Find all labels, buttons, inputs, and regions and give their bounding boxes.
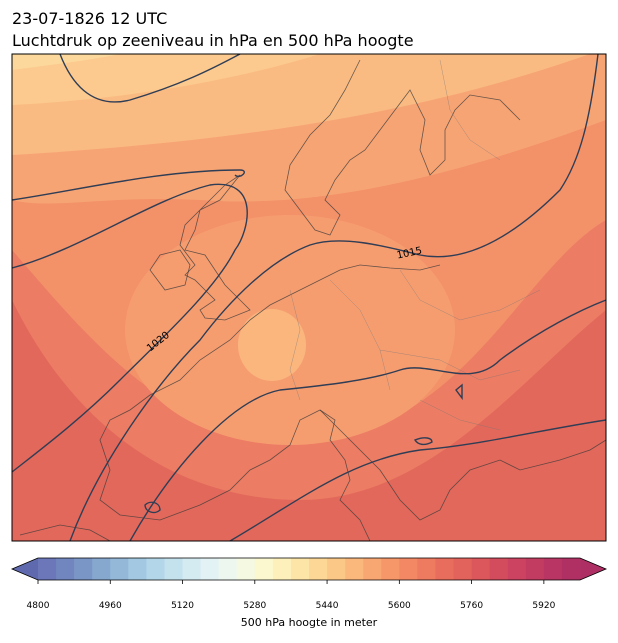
colorbar-segment <box>74 558 93 580</box>
colorbar-segment <box>507 558 527 580</box>
isobar <box>129 299 606 541</box>
colorbar-segment <box>164 558 184 580</box>
colorbar-tick-label: 4800 <box>27 601 50 611</box>
contour-label: 1015 <box>396 246 423 262</box>
subtitle: Luchtdruk op zeeniveau in hPa en 500 hPa… <box>12 31 414 50</box>
colorbar-segment <box>218 558 238 580</box>
colorbar-segment <box>110 558 129 580</box>
isobar <box>12 183 248 473</box>
border <box>289 59 541 431</box>
colorbar-tick-label: 5120 <box>171 601 194 611</box>
colorbar-segment <box>254 558 274 580</box>
colorbar-segment <box>363 558 382 580</box>
colorbar-tick-label: 5280 <box>243 601 266 611</box>
isobar <box>413 437 433 446</box>
map: 1015 1020 <box>12 54 606 541</box>
colorbar-segment <box>471 558 491 580</box>
colorbar-tick-label: 5600 <box>388 601 411 611</box>
colorbar-segment <box>417 558 436 580</box>
coastline <box>284 59 521 236</box>
map-frame <box>11 53 607 542</box>
coastline <box>249 264 441 321</box>
colorbar-segment <box>345 558 364 580</box>
isobar <box>12 169 245 201</box>
colorbar-segment <box>128 558 147 580</box>
height-band <box>238 309 306 381</box>
colorbar-segment <box>182 558 202 580</box>
coastline <box>319 409 371 541</box>
colorbar-extend-high <box>580 558 606 580</box>
coastline <box>179 174 251 321</box>
colorbar-segment <box>453 558 473 580</box>
height-band <box>12 54 120 70</box>
colorbar-tick-label: 4960 <box>99 601 122 611</box>
colorbar-segment <box>92 558 111 580</box>
colorbar-segment <box>561 558 581 580</box>
colorbar-segment <box>327 558 346 580</box>
colorbar-segment <box>146 558 165 580</box>
coastline <box>149 249 191 291</box>
isobar <box>455 383 463 401</box>
colorbar-segment <box>200 558 220 580</box>
colorbar-tick-label: 5440 <box>316 601 339 611</box>
isobar <box>229 419 606 541</box>
colorbar-segment <box>38 558 57 580</box>
colorbar-segment <box>56 558 75 580</box>
colorbar-segment <box>399 558 418 580</box>
isobar <box>69 54 599 541</box>
colorbar-segment <box>525 558 545 580</box>
colorbar-frame <box>10 557 608 581</box>
isobar <box>144 501 161 514</box>
colorbar-segment <box>543 558 563 580</box>
colorbar-tick-label: 5760 <box>460 601 483 611</box>
isobar <box>59 54 241 103</box>
colorbar-segment <box>435 558 455 580</box>
title: 23-07-1826 12 UTC <box>12 9 167 28</box>
colorbar-segment <box>489 558 509 580</box>
colorbar <box>12 558 606 580</box>
colorbar-segment <box>290 558 310 580</box>
colorbar-extend-low <box>12 558 38 580</box>
height-band <box>12 54 320 105</box>
coastline <box>99 319 606 521</box>
colorbar-segment <box>272 558 292 580</box>
colorbar-label: 500 hPa hoogte in meter <box>241 616 378 629</box>
colorbar-segment <box>236 558 256 580</box>
colorbar-segment <box>381 558 400 580</box>
colorbar-tick-label: 5920 <box>532 601 555 611</box>
colorbar-segment <box>309 558 328 580</box>
